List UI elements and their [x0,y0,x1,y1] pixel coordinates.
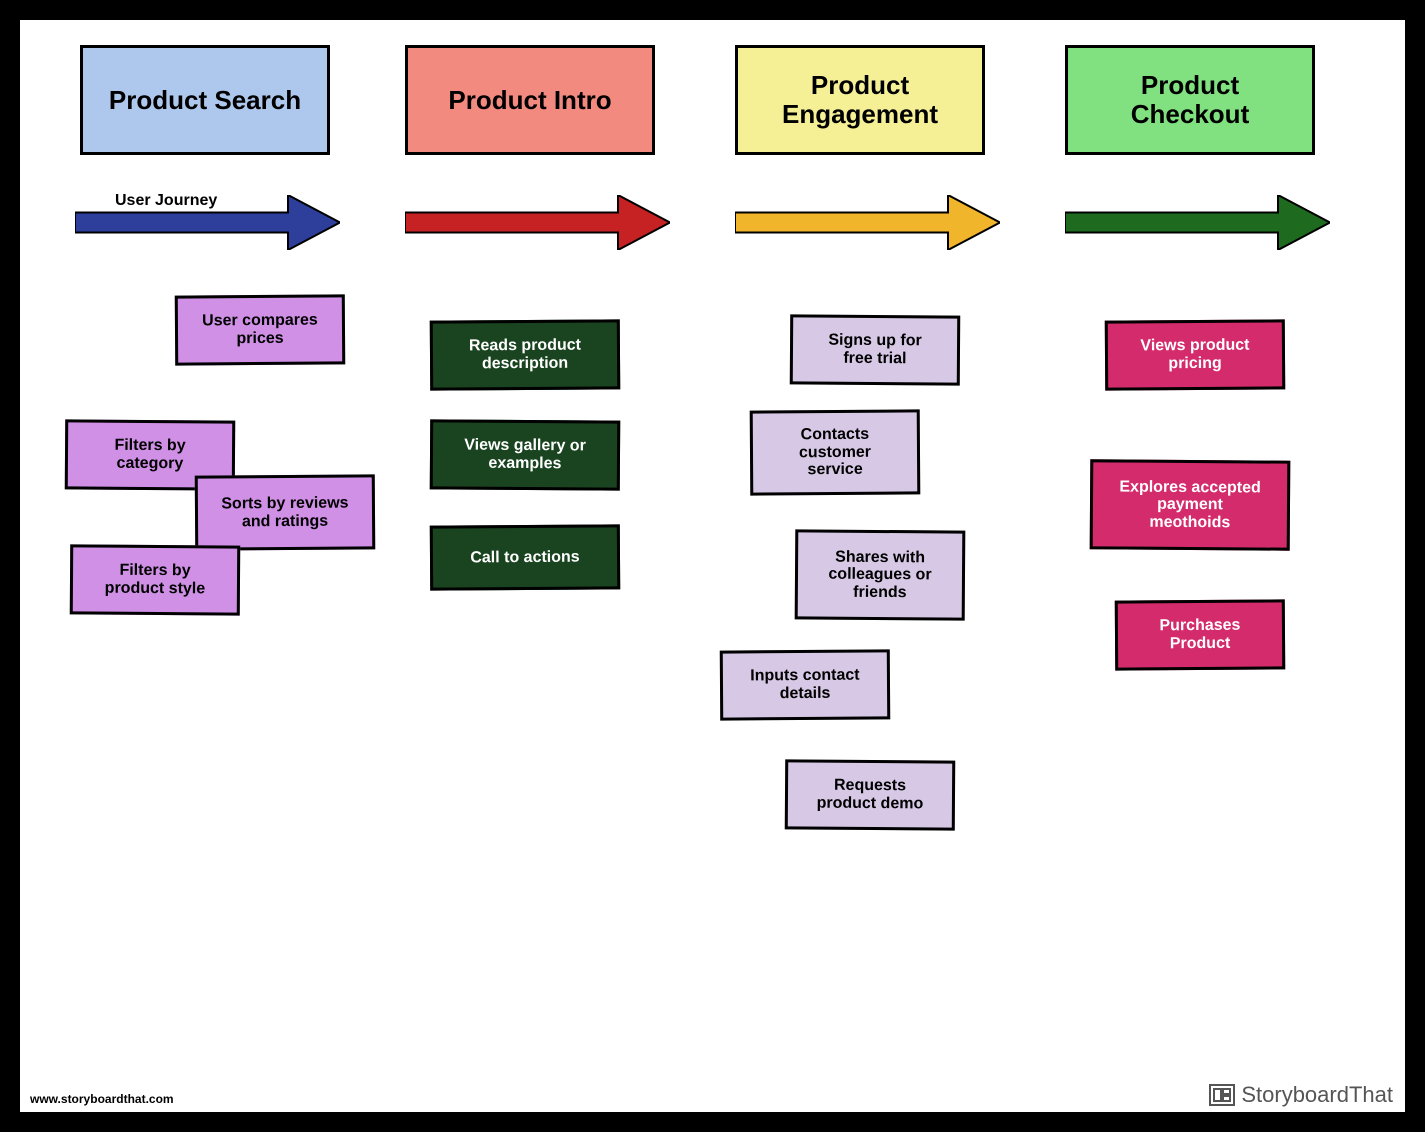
footer-url: www.storyboardthat.com [30,1092,174,1106]
arrow-checkout [1065,195,1330,250]
header-search: Product Search [80,45,330,155]
card-reads-desc: Reads productdescription [430,319,620,390]
card-filter-style: Filters byproduct style [70,544,240,615]
card-purchases: PurchasesProduct [1115,599,1285,670]
footer-brand: StoryboardThat [1209,1082,1393,1108]
card-sort-reviews: Sorts by reviewsand ratings [195,474,376,550]
card-customer-service: Contactscustomerservice [750,409,921,495]
header-intro: Product Intro [405,45,655,155]
card-payment-methods: Explores acceptedpaymentmeothoids [1090,459,1291,550]
card-compare-prices: User comparesprices [175,294,345,365]
brand-suffix: That [1349,1082,1393,1107]
arrow-intro [405,195,670,250]
page-canvas: Product Search Product Intro ProductEngage… [20,20,1405,1112]
card-shares: Shares withcolleagues orfriends [795,529,966,620]
brand-prefix: Storyboard [1241,1082,1349,1107]
card-requests-demo: Requestsproduct demo [785,759,955,830]
card-views-gallery: Views gallery orexamples [430,419,620,490]
arrow-engagement [735,195,1000,250]
card-free-trial: Signs up forfree trial [790,314,960,385]
card-views-pricing: Views productpricing [1105,319,1285,390]
page-outer-frame: Product Search Product Intro ProductEngage… [0,0,1425,1132]
arrow-search [75,195,340,250]
card-contact-details: Inputs contactdetails [720,649,890,720]
storyboard-logo-icon [1209,1084,1235,1106]
header-checkout: ProductCheckout [1065,45,1315,155]
header-engagement: ProductEngagement [735,45,985,155]
card-cta: Call to actions [430,524,620,590]
